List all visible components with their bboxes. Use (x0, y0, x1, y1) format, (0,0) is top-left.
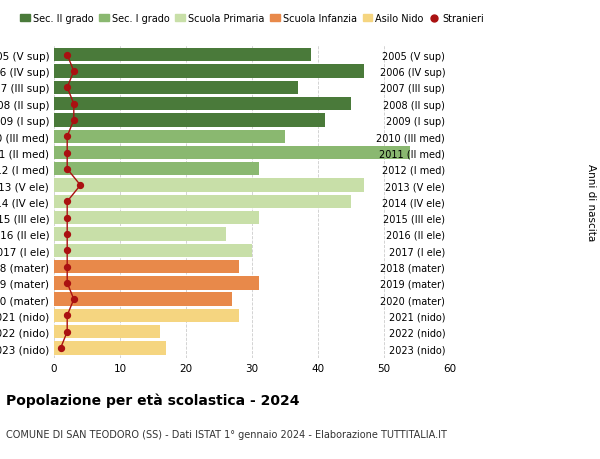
Point (62, 52, 72, 59)
Point (69, 117, 79, 124)
Bar (54, 212, 259, 225)
Text: Anni di nascita: Anni di nascita (586, 163, 596, 241)
Point (62, 231, 72, 238)
Legend: Sec. II grado, Sec. I grado, Scuola Primaria, Scuola Infanzia, Asilo Nido, Stran: Sec. II grado, Sec. I grado, Scuola Prim… (16, 10, 488, 28)
Point (69, 68, 79, 76)
Bar (54, 228, 226, 241)
Bar (54, 146, 410, 160)
Point (62, 328, 72, 336)
Text: Popolazione per età scolastica - 2024: Popolazione per età scolastica - 2024 (6, 392, 299, 407)
Point (62, 150, 72, 157)
Bar (54, 309, 239, 322)
Point (69, 296, 79, 303)
Bar (54, 114, 325, 127)
Bar (54, 244, 252, 257)
Bar (54, 163, 259, 176)
Point (62, 214, 72, 222)
Bar (54, 98, 351, 111)
Point (62, 84, 72, 92)
Point (56, 345, 65, 352)
Bar (54, 293, 232, 306)
Bar (54, 82, 298, 95)
Point (62, 166, 72, 173)
Bar (54, 65, 364, 78)
Point (62, 312, 72, 319)
Bar (54, 130, 285, 144)
Point (76, 182, 85, 190)
Bar (54, 260, 239, 274)
Point (62, 280, 72, 287)
Point (69, 101, 79, 108)
Bar (54, 179, 364, 192)
Bar (54, 195, 351, 209)
Bar (54, 325, 160, 339)
Point (62, 263, 72, 271)
Point (62, 198, 72, 206)
Point (62, 133, 72, 140)
Point (62, 247, 72, 254)
Text: COMUNE DI SAN TEODORO (SS) - Dati ISTAT 1° gennaio 2024 - Elaborazione TUTTITALI: COMUNE DI SAN TEODORO (SS) - Dati ISTAT … (6, 429, 447, 439)
Bar (54, 277, 259, 290)
Bar (54, 341, 166, 355)
Bar (54, 49, 311, 62)
